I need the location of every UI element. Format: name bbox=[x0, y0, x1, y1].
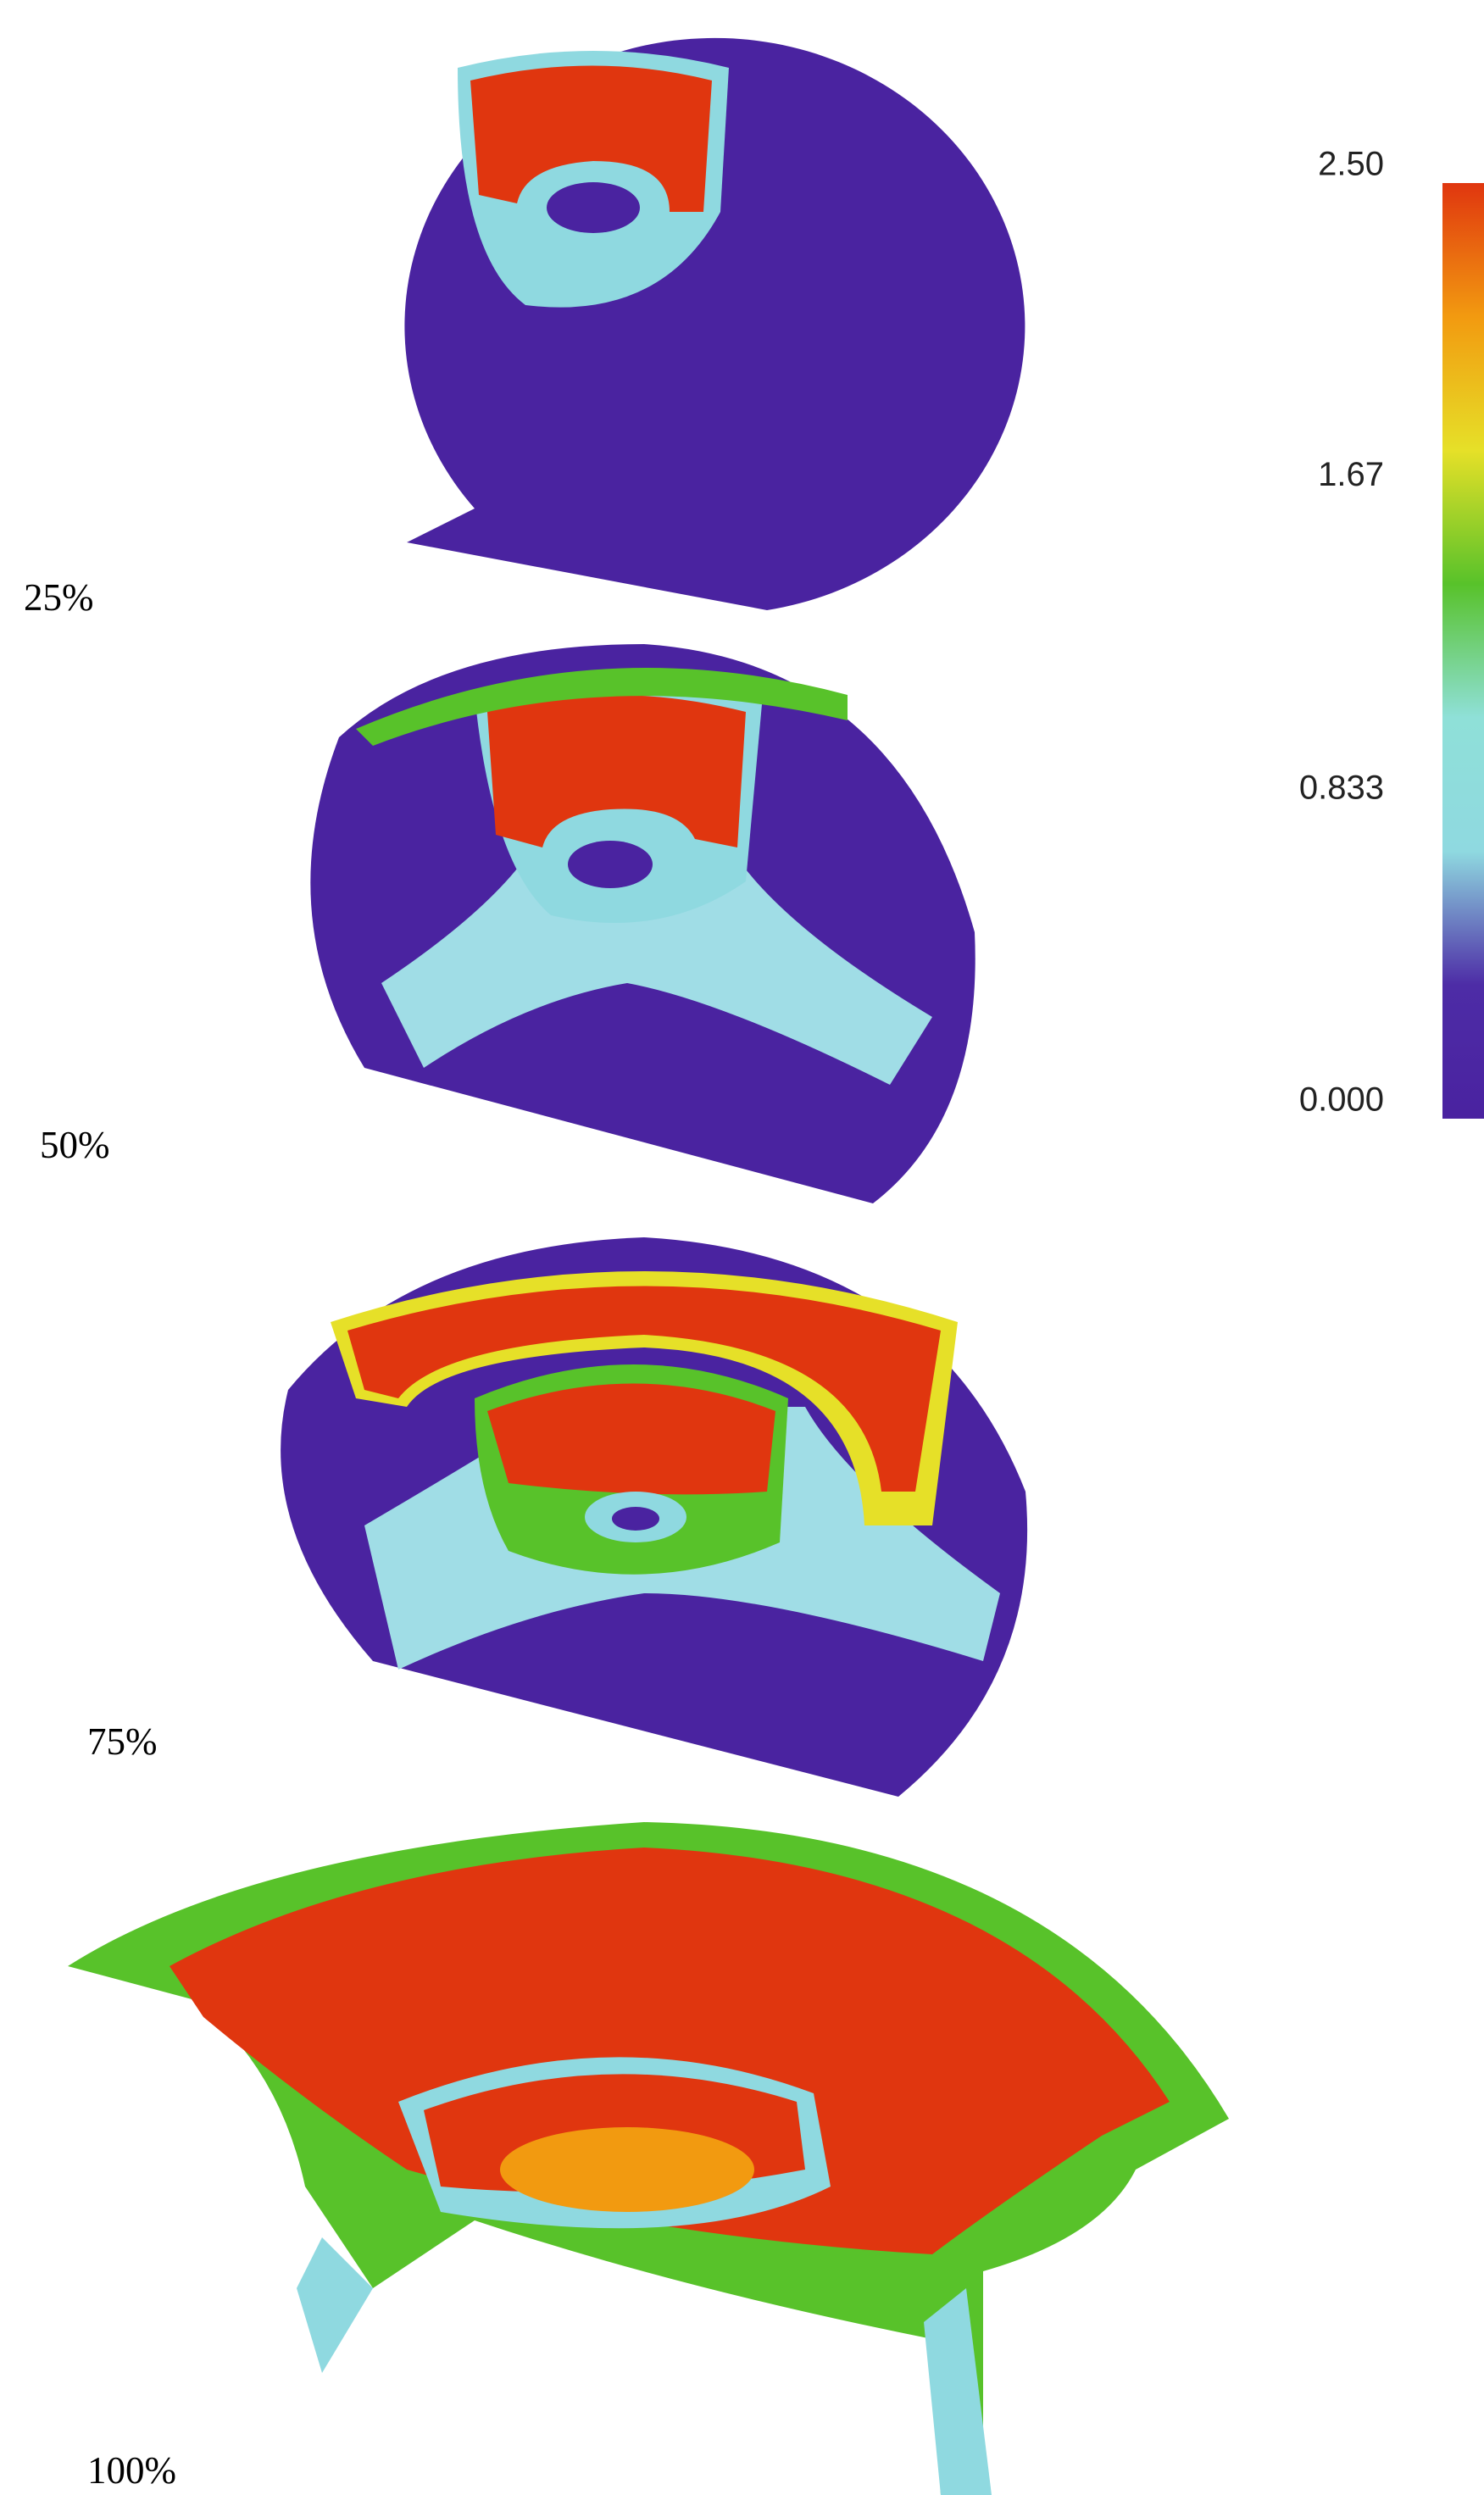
colorbar: 2.50 1.67 0.833 0.000 bbox=[1299, 146, 1484, 1119]
render-50 bbox=[310, 644, 975, 1203]
render-25 bbox=[404, 38, 1025, 610]
panel-label: 100% bbox=[87, 2449, 176, 2492]
figure: 25% 50% 75% 100% 2.50 1.67 0.833 0.000 bbox=[0, 0, 1484, 2495]
colorbar-tick-label: 0.833 bbox=[1299, 770, 1384, 807]
colorbar-scale bbox=[1442, 183, 1484, 1119]
panel-label: 50% bbox=[40, 1124, 110, 1166]
colorbar-tick-label: 1.67 bbox=[1318, 456, 1384, 493]
panel-label: 25% bbox=[24, 576, 94, 619]
colorbar-tick-label: 0.000 bbox=[1299, 1081, 1384, 1119]
colorbar-tick-label: 2.50 bbox=[1318, 146, 1384, 183]
page: {"panels": [{"label": "25%"}, {"label": … bbox=[0, 0, 1484, 2495]
render-75 bbox=[281, 1237, 1027, 1797]
panel-labels: 25% 50% 75% 100% bbox=[24, 576, 176, 2492]
render-100 bbox=[68, 1822, 1229, 2495]
panel-label: 75% bbox=[87, 1720, 158, 1763]
